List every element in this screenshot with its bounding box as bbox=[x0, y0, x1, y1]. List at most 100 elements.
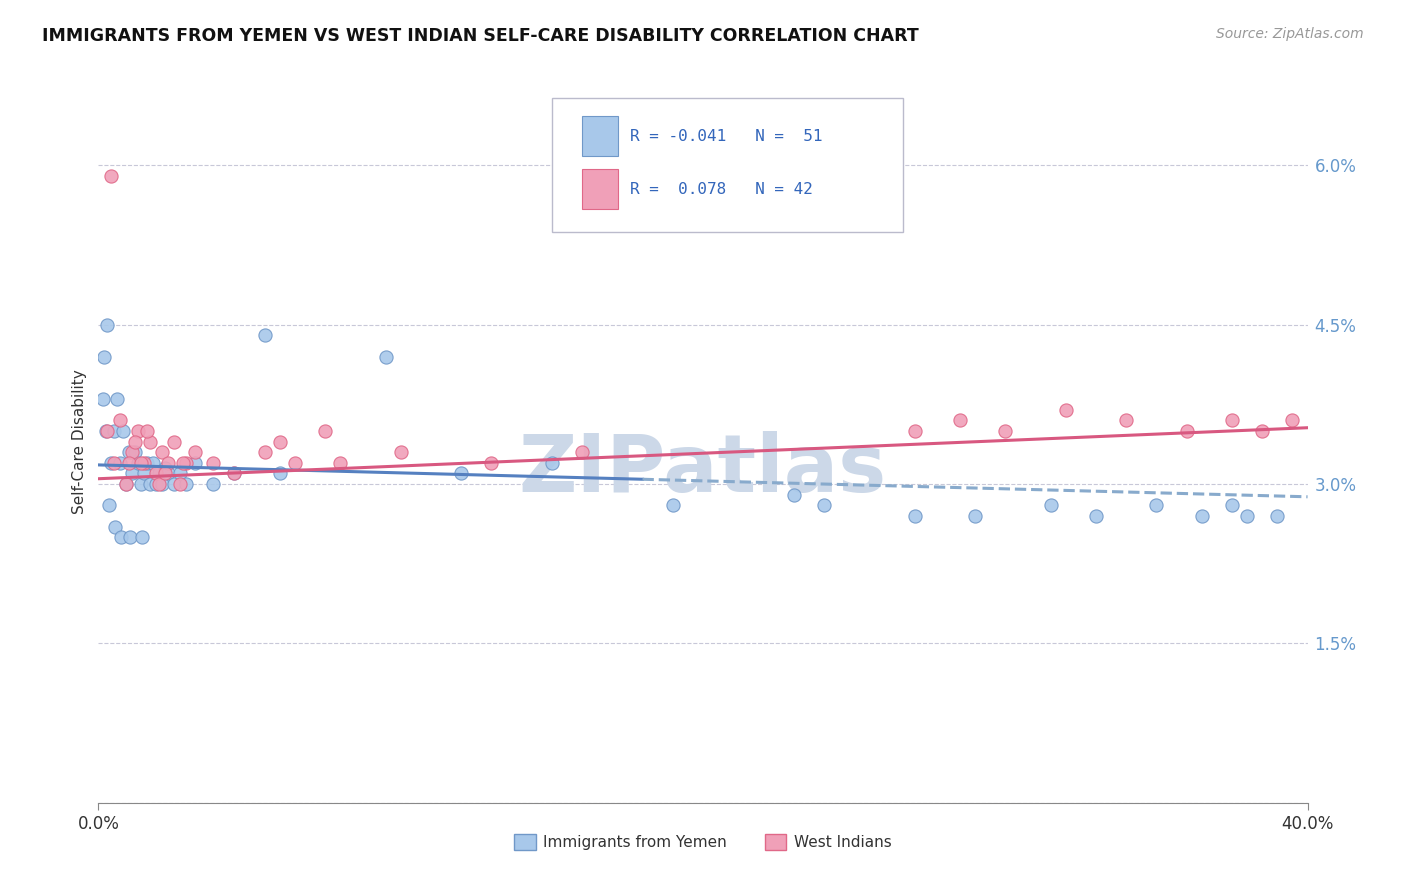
Point bbox=[108, 413, 131, 427]
Point bbox=[1146, 498, 1168, 512]
Point bbox=[314, 424, 336, 438]
Point bbox=[103, 456, 125, 470]
Point bbox=[169, 477, 191, 491]
Point bbox=[661, 498, 683, 512]
Point bbox=[118, 445, 141, 459]
Point bbox=[129, 477, 152, 491]
Point bbox=[105, 392, 128, 406]
Point bbox=[163, 434, 186, 449]
Point bbox=[96, 424, 118, 438]
Point bbox=[202, 456, 225, 470]
Point bbox=[571, 445, 593, 459]
Point bbox=[269, 467, 291, 481]
Point bbox=[124, 434, 146, 449]
Point bbox=[127, 424, 149, 438]
Point bbox=[1281, 413, 1303, 427]
Point bbox=[110, 530, 132, 544]
Point bbox=[1236, 508, 1258, 523]
Point bbox=[111, 424, 134, 438]
FancyBboxPatch shape bbox=[551, 98, 903, 232]
Point bbox=[131, 530, 153, 544]
Point bbox=[450, 467, 472, 481]
Bar bbox=[582, 169, 619, 209]
Point bbox=[129, 456, 152, 470]
Point bbox=[135, 424, 157, 438]
Point bbox=[114, 477, 136, 491]
Point bbox=[389, 445, 412, 459]
Point bbox=[93, 350, 115, 364]
Point bbox=[121, 445, 143, 459]
Point bbox=[132, 456, 155, 470]
Point bbox=[150, 477, 173, 491]
Point bbox=[103, 424, 125, 438]
Point bbox=[156, 456, 179, 470]
Point bbox=[1115, 413, 1137, 427]
Point bbox=[224, 467, 246, 481]
Point bbox=[139, 477, 162, 491]
Text: R = -0.041   N =  51: R = -0.041 N = 51 bbox=[630, 128, 823, 144]
Point bbox=[91, 392, 114, 406]
Point bbox=[1085, 508, 1108, 523]
Point bbox=[374, 350, 396, 364]
Point bbox=[156, 467, 179, 481]
Text: IMMIGRANTS FROM YEMEN VS WEST INDIAN SELF-CARE DISABILITY CORRELATION CHART: IMMIGRANTS FROM YEMEN VS WEST INDIAN SEL… bbox=[42, 27, 920, 45]
Point bbox=[1054, 402, 1077, 417]
Point bbox=[114, 477, 136, 491]
Point bbox=[253, 328, 276, 343]
Point bbox=[98, 498, 121, 512]
Point bbox=[904, 424, 927, 438]
Legend: Immigrants from Yemen, West Indians: Immigrants from Yemen, West Indians bbox=[508, 829, 898, 856]
Point bbox=[145, 477, 167, 491]
Point bbox=[1220, 413, 1243, 427]
Point bbox=[1191, 508, 1213, 523]
Point bbox=[540, 456, 562, 470]
Point bbox=[100, 456, 122, 470]
Text: ZIPatlas: ZIPatlas bbox=[519, 432, 887, 509]
Point bbox=[481, 456, 503, 470]
Point bbox=[100, 169, 122, 183]
Point bbox=[169, 467, 191, 481]
Bar bbox=[582, 116, 619, 156]
Point bbox=[202, 477, 225, 491]
Text: R =  0.078   N = 42: R = 0.078 N = 42 bbox=[630, 181, 813, 196]
Point bbox=[1039, 498, 1062, 512]
Point bbox=[163, 477, 186, 491]
Point bbox=[224, 467, 246, 481]
Point bbox=[148, 477, 170, 491]
Point bbox=[172, 456, 194, 470]
Point bbox=[184, 445, 207, 459]
Point bbox=[783, 488, 806, 502]
Point bbox=[904, 508, 927, 523]
Point bbox=[104, 519, 127, 533]
Point bbox=[994, 424, 1017, 438]
Point bbox=[127, 456, 149, 470]
Point bbox=[1251, 424, 1274, 438]
Point bbox=[949, 413, 972, 427]
Point bbox=[148, 467, 170, 481]
Point bbox=[965, 508, 987, 523]
Point bbox=[184, 456, 207, 470]
Point bbox=[1220, 498, 1243, 512]
Point bbox=[253, 445, 276, 459]
Point bbox=[153, 461, 176, 475]
Point bbox=[269, 434, 291, 449]
Text: Source: ZipAtlas.com: Source: ZipAtlas.com bbox=[1216, 27, 1364, 41]
Point bbox=[284, 456, 307, 470]
Point bbox=[96, 318, 118, 332]
Point bbox=[121, 467, 143, 481]
Point bbox=[1175, 424, 1198, 438]
Point bbox=[139, 434, 162, 449]
Point bbox=[813, 498, 835, 512]
Point bbox=[1267, 508, 1289, 523]
Point bbox=[142, 456, 165, 470]
Point bbox=[150, 445, 173, 459]
Point bbox=[132, 467, 155, 481]
Point bbox=[108, 456, 131, 470]
Point bbox=[124, 445, 146, 459]
Point bbox=[329, 456, 352, 470]
Point bbox=[153, 467, 176, 481]
Point bbox=[94, 424, 117, 438]
Point bbox=[118, 456, 141, 470]
Point bbox=[174, 456, 197, 470]
Point bbox=[135, 456, 157, 470]
